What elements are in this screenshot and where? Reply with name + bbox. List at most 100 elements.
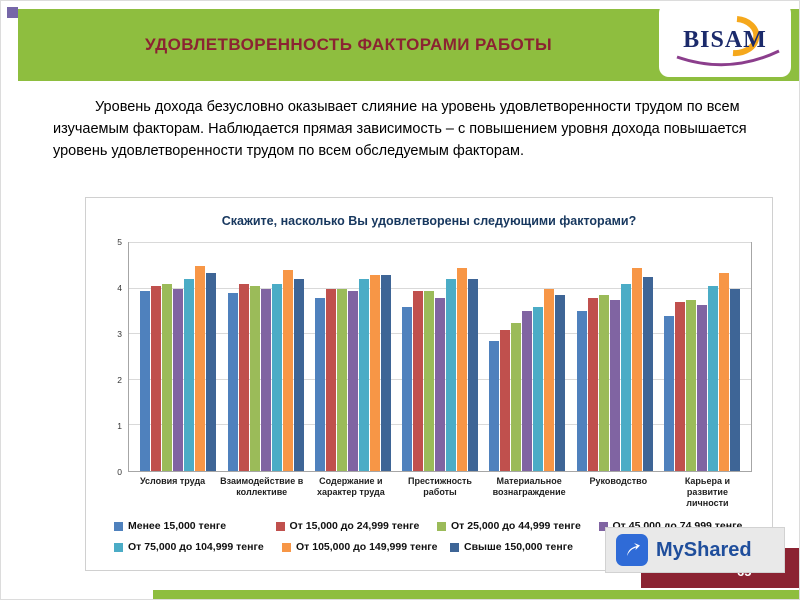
bar bbox=[358, 279, 369, 471]
legend-label: От 105,000 до 149,999 тенге bbox=[296, 541, 438, 554]
bar bbox=[468, 279, 478, 471]
myshared-watermark: MyShared bbox=[605, 527, 785, 573]
bar-group bbox=[663, 243, 740, 471]
bar bbox=[729, 288, 740, 471]
y-axis-tick: 5 bbox=[117, 237, 122, 247]
y-axis-tick: 1 bbox=[117, 421, 122, 431]
bar bbox=[555, 295, 566, 471]
bar bbox=[489, 341, 500, 471]
bar bbox=[260, 288, 271, 471]
bar bbox=[238, 284, 249, 471]
bar bbox=[184, 279, 195, 471]
bar-group bbox=[576, 243, 653, 471]
chart-title: Скажите, насколько Вы удовлетворены след… bbox=[221, 214, 637, 228]
y-axis-tick: 4 bbox=[117, 283, 122, 293]
bar-group bbox=[140, 243, 217, 471]
legend-row: Менее 15,000 тенге От 15,000 до 24,999 те… bbox=[114, 520, 760, 532]
page-title: УДОВЛЕТВОРЕННОСТЬ ФАКТОРАМИ РАБОТЫ bbox=[144, 35, 553, 54]
logo-swirl-icon bbox=[676, 16, 780, 67]
bar bbox=[642, 277, 653, 471]
bar bbox=[500, 329, 511, 471]
logo-text: BISAM bbox=[683, 26, 767, 53]
bar bbox=[380, 274, 391, 471]
bar bbox=[457, 268, 467, 471]
legend-swatch bbox=[275, 521, 285, 531]
legend: Менее 15,000 тенге От 15,000 до 24,999 те… bbox=[114, 520, 760, 553]
bar bbox=[544, 288, 555, 471]
legend-item: От 15,000 до 24,999 тенге bbox=[275, 520, 438, 533]
plot-wrap: 0 1 2 3 4 5 bbox=[117, 237, 752, 477]
legend-item: Свыше 150,000 тенге bbox=[450, 541, 618, 553]
legend-swatch bbox=[114, 542, 123, 552]
bar bbox=[336, 288, 347, 471]
bar bbox=[413, 290, 423, 471]
bar bbox=[598, 295, 609, 471]
legend-item: От 105,000 до 149,999 тенге bbox=[282, 541, 450, 553]
x-axis-label: Условия труда bbox=[139, 476, 206, 486]
y-axis: 0 1 2 3 4 5 bbox=[102, 237, 124, 477]
x-axis-label: Руководство bbox=[589, 476, 648, 486]
legend-swatch bbox=[437, 521, 446, 531]
bar bbox=[446, 279, 456, 471]
bar bbox=[140, 290, 151, 471]
bar bbox=[435, 297, 445, 471]
bar bbox=[325, 288, 336, 471]
bar bbox=[282, 270, 293, 471]
y-axis-tick: 2 bbox=[117, 375, 122, 385]
bar bbox=[718, 272, 729, 471]
legend-label: От 75,000 до 104,999 тенге bbox=[128, 541, 264, 554]
legend-swatch bbox=[114, 521, 123, 531]
x-axis-label: Взаимодействие в коллективе bbox=[220, 476, 304, 497]
x-axis-label: Карьера и развитие личности bbox=[684, 476, 730, 508]
bar bbox=[609, 300, 620, 471]
plot-area bbox=[128, 242, 752, 472]
watermark-text: MyShared bbox=[656, 538, 752, 561]
bar bbox=[227, 293, 238, 471]
gridline bbox=[129, 287, 751, 289]
x-axis-label: Престижность работы bbox=[408, 476, 472, 497]
bar bbox=[293, 279, 304, 471]
corner-accent-square bbox=[7, 7, 18, 18]
bar-group bbox=[489, 243, 566, 471]
x-axis-labels: Условия труда Взаимодействие в коллективе… bbox=[128, 476, 752, 508]
bar bbox=[707, 286, 718, 471]
bar bbox=[424, 290, 434, 471]
bar bbox=[511, 322, 522, 471]
x-axis-label: Содержание и характер труда bbox=[316, 476, 385, 497]
legend-swatch bbox=[282, 542, 291, 552]
bar bbox=[402, 306, 412, 471]
bar bbox=[685, 300, 696, 471]
bottom-green-strip bbox=[153, 590, 799, 599]
bar bbox=[663, 315, 674, 471]
bar bbox=[533, 306, 544, 471]
bar bbox=[314, 297, 325, 471]
bar bbox=[195, 265, 206, 471]
legend-item: От 25,000 до 44,999 тенге bbox=[437, 520, 599, 532]
legend-label: От 15,000 до 24,999 тенге bbox=[289, 520, 420, 533]
bar bbox=[522, 311, 533, 471]
bar bbox=[696, 304, 707, 471]
legend-label: От 25,000 до 44,999 тенге bbox=[451, 520, 581, 533]
bar bbox=[206, 272, 217, 471]
bar bbox=[576, 311, 587, 471]
bar-group bbox=[314, 243, 391, 471]
bar bbox=[587, 297, 598, 471]
bar bbox=[151, 286, 162, 471]
x-axis-label: Материальное вознаграждение bbox=[492, 476, 566, 497]
bar-group bbox=[402, 243, 478, 471]
bisam-logo: BISAM bbox=[659, 3, 791, 77]
bar bbox=[271, 284, 282, 471]
myshared-icon bbox=[616, 534, 648, 566]
y-axis-tick: 3 bbox=[117, 329, 122, 339]
legend-item: Менее 15,000 тенге bbox=[114, 520, 276, 532]
bar bbox=[347, 290, 358, 471]
legend-swatch bbox=[598, 521, 608, 531]
gridline bbox=[129, 242, 751, 243]
legend-swatch bbox=[450, 542, 459, 552]
bar bbox=[674, 302, 685, 471]
intro-paragraph: Уровень дохода безусловно оказывает слия… bbox=[53, 99, 747, 159]
bar-group bbox=[227, 243, 304, 471]
bar bbox=[631, 268, 642, 471]
bar bbox=[369, 274, 380, 471]
y-axis-tick: 0 bbox=[117, 467, 122, 477]
